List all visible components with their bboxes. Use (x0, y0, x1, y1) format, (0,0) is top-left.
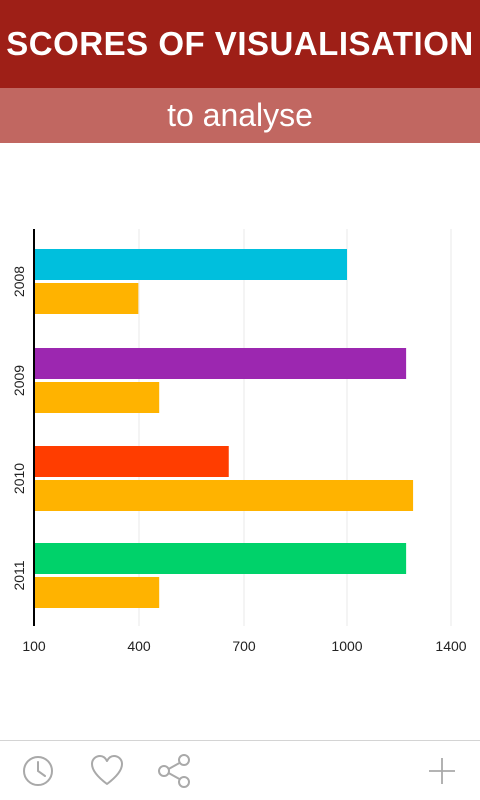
heart-icon (91, 755, 123, 785)
clock-icon (23, 756, 53, 786)
add-button[interactable] (420, 749, 464, 793)
bar-2011-b (34, 577, 160, 608)
chart-canvas: 2008 2009 2010 2011 100 400 700 1000 1400 (11, 229, 467, 654)
category-label: 2008 (11, 266, 27, 297)
page-title: SCORES OF VISUALISATION (6, 25, 474, 62)
page-subtitle: to analyse (167, 97, 313, 133)
bar-2011-a (34, 543, 407, 574)
category-label: 2010 (11, 463, 27, 494)
x-tick-label: 1000 (331, 638, 362, 654)
x-tick-label: 400 (127, 638, 151, 654)
bar-2010-a (34, 446, 229, 477)
bar-2010-b (34, 480, 414, 511)
bar-2008-b (34, 283, 139, 314)
x-tick-label: 1400 (435, 638, 466, 654)
subtitle-bar: to analyse (0, 88, 480, 143)
x-tick-label: 100 (22, 638, 46, 654)
favorite-button[interactable] (85, 749, 129, 793)
plus-icon (429, 758, 455, 784)
bar-2009-b (34, 382, 160, 413)
category-label: 2009 (11, 365, 27, 396)
category-label: 2011 (11, 560, 27, 590)
x-tick-label: 700 (232, 638, 256, 654)
history-button[interactable] (16, 749, 60, 793)
bottom-toolbar (0, 740, 480, 800)
header-bar: SCORES OF VISUALISATION (0, 0, 480, 88)
bar-chart: 2008 2009 2010 2011 100 400 700 1000 1400 (0, 143, 480, 740)
share-button[interactable] (152, 749, 196, 793)
bar-2009-a (34, 348, 407, 379)
share-icon (158, 754, 190, 788)
bar-2008-a (34, 249, 347, 280)
